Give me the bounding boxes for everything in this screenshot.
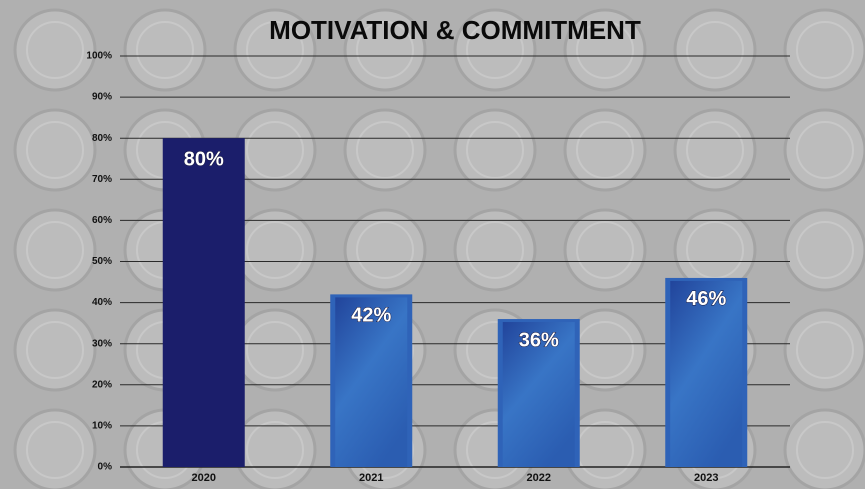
y-tick-label: 40% [92, 297, 112, 308]
value-label: 42% [351, 305, 391, 327]
x-tick-label: 2022 [527, 472, 551, 484]
value-label: 46% [686, 288, 726, 310]
bar-photo [502, 322, 575, 467]
x-tick-label: 2021 [359, 472, 383, 484]
y-tick-label: 80% [92, 133, 112, 144]
bar-photo [670, 280, 743, 467]
x-tick-label: 2020 [192, 472, 216, 484]
y-tick-label: 100% [86, 51, 112, 62]
bar-photo [335, 297, 408, 467]
value-label: 36% [519, 329, 559, 351]
x-tick-label: 2023 [694, 472, 718, 484]
y-tick-label: 50% [92, 256, 112, 267]
y-tick-label: 60% [92, 215, 112, 226]
y-tick-label: 10% [92, 421, 112, 432]
y-tick-label: 0% [98, 462, 113, 473]
y-tick-label: 30% [92, 338, 112, 349]
chart-title: MOTIVATION & COMMITMENT [269, 15, 641, 45]
y-tick-label: 70% [92, 174, 112, 185]
bar [162, 138, 245, 467]
value-label: 80% [184, 148, 224, 170]
y-tick-label: 20% [92, 379, 112, 390]
y-tick-label: 90% [92, 92, 112, 103]
